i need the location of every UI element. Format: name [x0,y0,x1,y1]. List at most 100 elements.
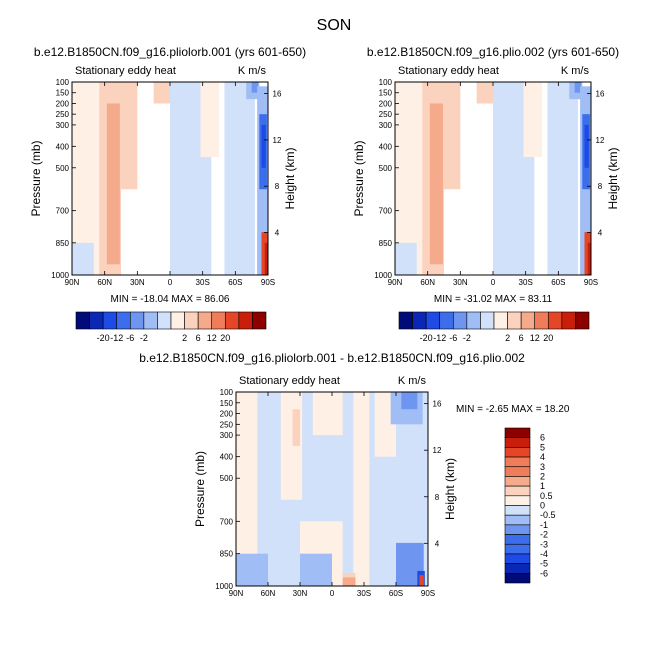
y-tick-label: 1000 [215,582,233,591]
y-tick-label: 200 [220,410,234,419]
left-label: Stationary eddy heat [75,65,176,77]
y-tick-label: 700 [56,207,70,216]
colorbar-box [143,311,158,330]
y-tick-label: 300 [220,431,234,440]
colorbar-box [197,311,213,330]
y-right-tick-label: 16 [433,400,442,409]
y-tick-label: 300 [56,121,70,130]
panel-title: b.e12.B1850CN.f09_g16.pliolorb.001 (yrs … [34,45,306,59]
colorbar-label: 0.5 [540,491,553,501]
y-tick-label: 400 [56,142,70,151]
colorbar-box [504,485,531,497]
colorbar-box [493,311,508,330]
y-tick-label: 500 [56,164,70,173]
left-label: Stationary eddy heat [398,65,499,77]
x-tick-label: 90S [421,589,435,598]
colorbar-label: 6 [519,333,524,343]
y-right-tick-label: 8 [275,182,280,191]
y-right-tick-label: 8 [435,493,440,502]
y-right-tick-label: 4 [435,539,440,548]
left-label: Stationary eddy heat [239,375,340,387]
contour-cell [236,392,258,586]
colorbar-label: 2 [505,333,510,343]
colorbar-label: 2 [540,471,545,481]
colorbar-label: -4 [540,549,548,559]
colorbar-label: 3 [540,462,545,472]
colorbar-label: -0.5 [540,510,556,520]
contour-cell [353,392,370,586]
y-right-tick-label: 4 [598,229,603,238]
colorbar-box [520,311,536,330]
colorbar-box [157,311,172,330]
colorbar-label: -5 [540,559,548,569]
y-right-tick-label: 4 [275,229,280,238]
y-tick-label: 300 [379,121,393,130]
colorbar-box [504,437,531,448]
colorbar-label: 2 [182,333,187,343]
min-max-stats: MIN = -2.65 MAX = 18.20 [456,404,570,415]
colorbar-box [534,311,549,330]
y-tick-label: 150 [379,89,393,98]
colorbar-box [507,311,522,330]
colorbar-box [252,311,267,330]
units-label: K m/s [561,65,590,77]
contour-cell [312,392,343,436]
contour-cell [300,553,332,586]
y-tick-label: 150 [220,399,234,408]
y-tick-label: 850 [56,239,70,248]
y-tick-label: 250 [379,110,393,119]
x-tick-label: 0 [168,278,173,287]
colorbar-box [184,311,199,330]
x-tick-label: 60N [420,278,435,287]
y-axis-label: Pressure (mb) [193,451,207,527]
colorbar-box [504,534,531,545]
x-tick-label: 60S [389,589,403,598]
x-tick-label: 60N [261,589,276,598]
contour-cell [419,575,424,586]
figure-title: SON [317,17,352,34]
y-right-tick-label: 8 [598,182,603,191]
colorbar-box [547,311,563,330]
contour-cell [264,242,268,275]
y-tick-label: 400 [379,142,393,151]
colorbar-box [466,311,481,330]
colorbar-label: -20 [420,333,433,343]
x-tick-label: 90N [65,278,80,287]
y-tick-label: 400 [220,453,234,462]
colorbar-box [224,311,240,330]
colorbar-box [412,311,427,330]
units-label: K m/s [398,375,427,387]
y-right-tick-label: 12 [273,136,282,145]
colorbar-box [480,311,495,330]
colorbar-box [75,311,90,330]
contour-cell [587,242,591,275]
x-tick-label: 90S [261,278,275,287]
x-tick-label: 90N [388,278,403,287]
y-axis-label-right: Height (km) [443,458,457,520]
contour-cell [236,553,268,586]
y-tick-label: 1000 [51,271,69,280]
contour-cell [121,82,138,190]
contour-cell [584,124,589,168]
colorbar-box [504,524,531,535]
contour-cell [395,242,417,275]
x-tick-label: 60S [228,278,242,287]
min-max-stats: MIN = -18.04 MAX = 86.06 [111,294,230,305]
x-tick-label: 30N [130,278,145,287]
panel-pliolorb: b.e12.B1850CN.f09_g16.pliolorb.001 (yrs … [29,45,306,343]
colorbar-box [116,311,131,330]
y-tick-label: 700 [220,517,234,526]
colorbar-label: -20 [97,333,110,343]
colorbar-box [575,311,590,330]
y-tick-label: 500 [379,164,393,173]
contour-cell [106,103,120,265]
colorbar-label: -3 [540,539,548,549]
colorbar-label: 12 [530,333,540,343]
colorbar-box [504,476,531,487]
colorbar-box [89,311,104,330]
contour-cell [292,409,300,446]
contour-cell [251,82,259,93]
colorbar-box [425,311,441,330]
contour-cell [72,242,94,275]
